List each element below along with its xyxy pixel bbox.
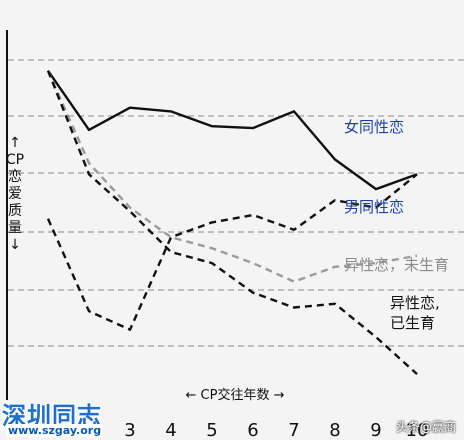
- series-label-gay: 男同性恋: [344, 198, 404, 216]
- grid: [8, 59, 464, 347]
- series-group: [46, 70, 418, 375]
- x-axis-label: ← CP交往年数 →: [185, 388, 285, 403]
- x-tick-label-3: 3: [124, 420, 135, 440]
- series-line-hetero-no-children: [46, 70, 418, 283]
- x-tick-label-10: 10: [406, 420, 429, 440]
- y-axis-label-char-5: 质: [8, 203, 22, 219]
- series-label-hetero-with-children-line-1: 异性恋,: [390, 294, 440, 312]
- y-axis-label-char-2: CP: [5, 152, 25, 168]
- x-tick-label-6: 6: [247, 420, 258, 440]
- x-tick-label-9: 9: [370, 420, 381, 440]
- y-axis-label-char-7: ↓: [9, 237, 21, 253]
- y-axis-label-char-3: 恋: [8, 169, 22, 185]
- series-line-gay: [46, 173, 418, 331]
- series-line-hetero-with-children: [46, 70, 418, 375]
- y-axis-label: ↑ CP 恋爱质量 ↓: [4, 135, 26, 254]
- series-label-lesbian: 女同性恋: [344, 118, 404, 136]
- series-label-hetero-no-children: 异性恋，未生育: [344, 256, 449, 274]
- y-axis-label-char-1: ↑: [9, 135, 21, 151]
- series-line-lesbian: [47, 70, 418, 191]
- x-tick-label-5: 5: [206, 420, 217, 440]
- x-tick-label-4: 4: [165, 420, 176, 440]
- watermark: 头条@赢商: [396, 420, 457, 434]
- site-url: www.szgay.org: [6, 424, 104, 437]
- series-label-hetero-with-children-line-2: 已生育: [390, 314, 435, 332]
- x-tick-label-8: 8: [329, 420, 340, 440]
- y-axis-label-char-6: 量: [8, 220, 22, 236]
- y-axis-label-char-4: 爱: [8, 186, 22, 202]
- x-tick-label-7: 7: [288, 420, 299, 440]
- x-tick-labels: 2345678910: [83, 420, 428, 440]
